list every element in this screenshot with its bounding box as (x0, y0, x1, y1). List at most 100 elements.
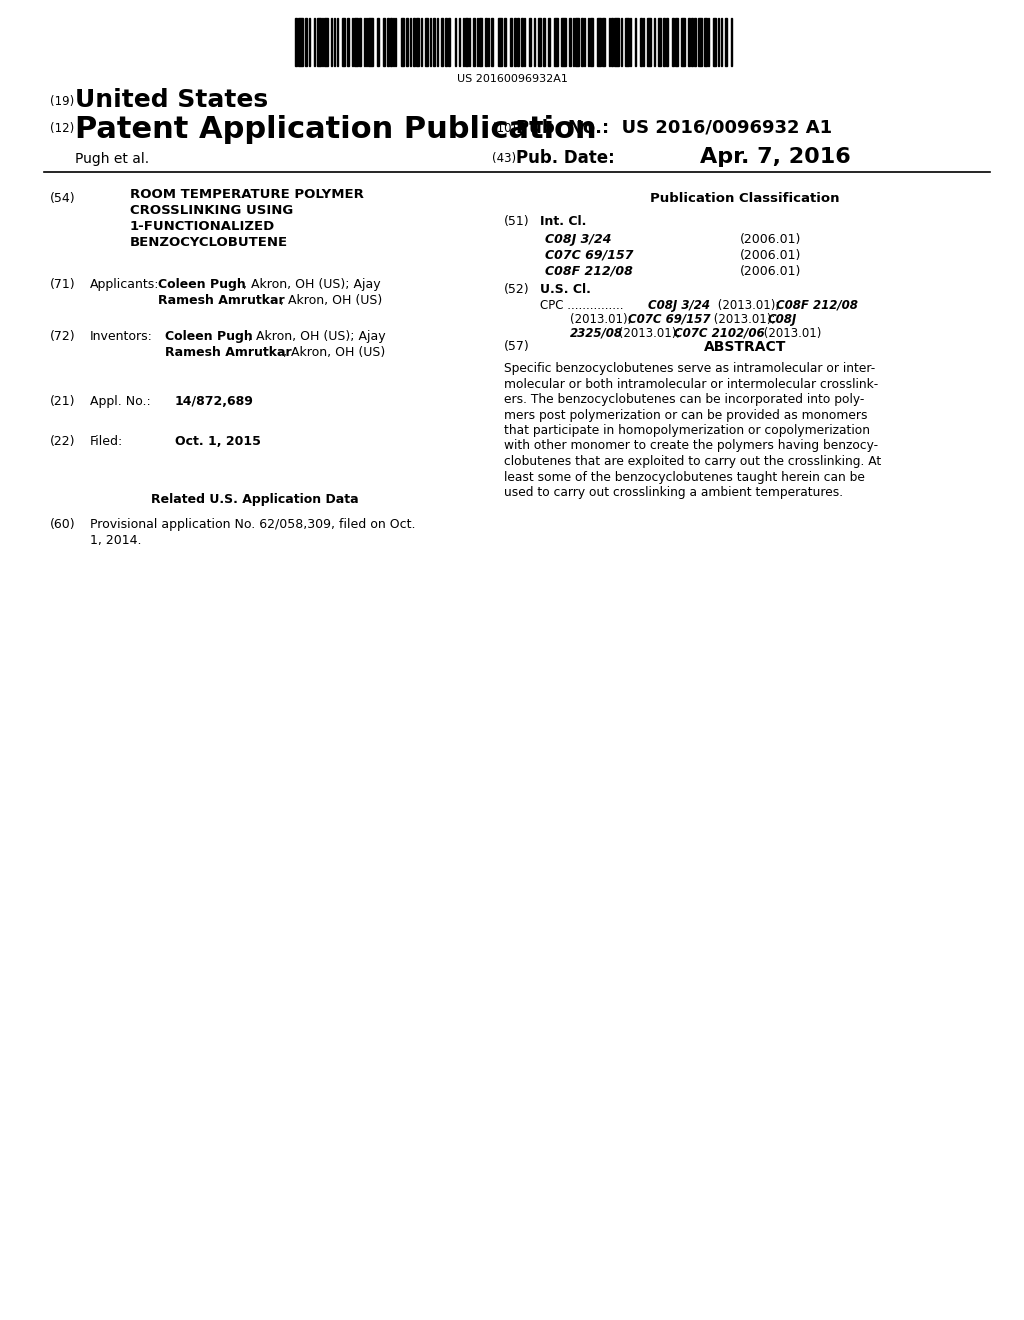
Text: US 20160096932A1: US 20160096932A1 (457, 74, 567, 84)
Text: , Akron, OH (US); Ajay: , Akron, OH (US); Ajay (243, 279, 381, 290)
Bar (731, 18, 732, 66)
Bar (654, 18, 655, 66)
Bar (584, 18, 585, 66)
Bar (631, 18, 632, 66)
Bar (440, 18, 442, 66)
Text: Filed:: Filed: (90, 436, 123, 447)
Bar (334, 18, 335, 66)
Bar (510, 18, 512, 66)
Text: Inventors:: Inventors: (90, 330, 153, 343)
Bar (377, 18, 379, 66)
Bar (295, 18, 297, 66)
Text: 1, 2014.: 1, 2014. (90, 535, 141, 546)
Text: C08J: C08J (768, 313, 798, 326)
Bar (352, 18, 353, 66)
Bar (387, 18, 389, 66)
Text: clobutenes that are exploited to carry out the crosslinking. At: clobutenes that are exploited to carry o… (504, 455, 882, 469)
Bar (573, 18, 574, 66)
Text: (43): (43) (492, 152, 516, 165)
Text: Publication Classification: Publication Classification (650, 191, 840, 205)
Text: (12): (12) (50, 121, 75, 135)
Bar (369, 18, 373, 66)
Bar (675, 18, 678, 66)
Bar (358, 18, 360, 66)
Bar (383, 18, 384, 66)
Text: (10): (10) (492, 121, 516, 135)
Bar (390, 18, 392, 66)
Bar (455, 18, 456, 66)
Bar (535, 18, 536, 66)
Bar (347, 18, 349, 66)
Bar (517, 18, 519, 66)
Text: CROSSLINKING USING: CROSSLINKING USING (130, 205, 293, 216)
Text: Pub. No.:  US 2016/0096932 A1: Pub. No.: US 2016/0096932 A1 (516, 117, 833, 136)
Bar (663, 18, 665, 66)
Bar (635, 18, 636, 66)
Bar (658, 18, 660, 66)
Text: 14/872,689: 14/872,689 (175, 395, 254, 408)
Bar (449, 18, 451, 66)
Text: Specific benzocyclobutenes serve as intramolecular or inter-: Specific benzocyclobutenes serve as intr… (504, 362, 876, 375)
Bar (640, 18, 642, 66)
Text: Int. Cl.: Int. Cl. (540, 215, 587, 228)
Text: least some of the benzocyclobutenes taught herein can be: least some of the benzocyclobutenes taug… (504, 470, 865, 483)
Text: (54): (54) (50, 191, 76, 205)
Bar (331, 18, 332, 66)
Bar (393, 18, 394, 66)
Bar (413, 18, 415, 66)
Text: 1-FUNCTIONALIZED: 1-FUNCTIONALIZED (130, 220, 275, 234)
Bar (646, 18, 651, 66)
Bar (426, 18, 428, 66)
Bar (529, 18, 531, 66)
Text: Related U.S. Application Data: Related U.S. Application Data (152, 492, 358, 506)
Text: Ramesh Amrutkar: Ramesh Amrutkar (158, 294, 285, 308)
Bar (337, 18, 338, 66)
Text: (60): (60) (50, 517, 76, 531)
Text: (2013.01);: (2013.01); (710, 313, 779, 326)
Text: , Akron, OH (US): , Akron, OH (US) (283, 346, 385, 359)
Text: (2006.01): (2006.01) (740, 265, 802, 279)
Text: , Akron, OH (US): , Akron, OH (US) (280, 294, 382, 308)
Text: Provisional application No. 62/058,309, filed on Oct.: Provisional application No. 62/058,309, … (90, 517, 416, 531)
Bar (611, 18, 613, 66)
Bar (538, 18, 541, 66)
Text: with other monomer to create the polymers having benzocy-: with other monomer to create the polymer… (504, 440, 879, 453)
Text: C07C 2102/06: C07C 2102/06 (674, 327, 765, 341)
Bar (322, 18, 323, 66)
Text: (72): (72) (50, 330, 76, 343)
Text: Coleen Pugh: Coleen Pugh (165, 330, 253, 343)
Text: C07C 69/157: C07C 69/157 (628, 313, 711, 326)
Text: (2013.01);: (2013.01); (570, 313, 635, 326)
Bar (681, 18, 685, 66)
Text: mers post polymerization or can be provided as monomers: mers post polymerization or can be provi… (504, 408, 867, 421)
Text: (21): (21) (50, 395, 76, 408)
Text: 2325/08: 2325/08 (570, 327, 623, 341)
Bar (325, 18, 329, 66)
Bar (444, 18, 447, 66)
Text: used to carry out crosslinking a ambient temperatures.: used to carry out crosslinking a ambient… (504, 486, 843, 499)
Bar (673, 18, 674, 66)
Text: molecular or both intramolecular or intermolecular crosslink-: molecular or both intramolecular or inte… (504, 378, 879, 391)
Bar (364, 18, 366, 66)
Bar (484, 18, 487, 66)
Bar (687, 18, 690, 66)
Bar (703, 18, 707, 66)
Bar (407, 18, 409, 66)
Bar (614, 18, 618, 66)
Bar (597, 18, 601, 66)
Bar (421, 18, 422, 66)
Bar (698, 18, 701, 66)
Bar (473, 18, 475, 66)
Bar (459, 18, 460, 66)
Bar (498, 18, 502, 66)
Bar (400, 18, 403, 66)
Bar (298, 18, 302, 66)
Text: (2013.01);: (2013.01); (615, 327, 684, 341)
Text: United States: United States (75, 88, 268, 112)
Bar (589, 18, 590, 66)
Bar (514, 18, 516, 66)
Bar (437, 18, 438, 66)
Bar (465, 18, 468, 66)
Text: CPC ...............: CPC ............... (540, 300, 628, 312)
Bar (708, 18, 709, 66)
